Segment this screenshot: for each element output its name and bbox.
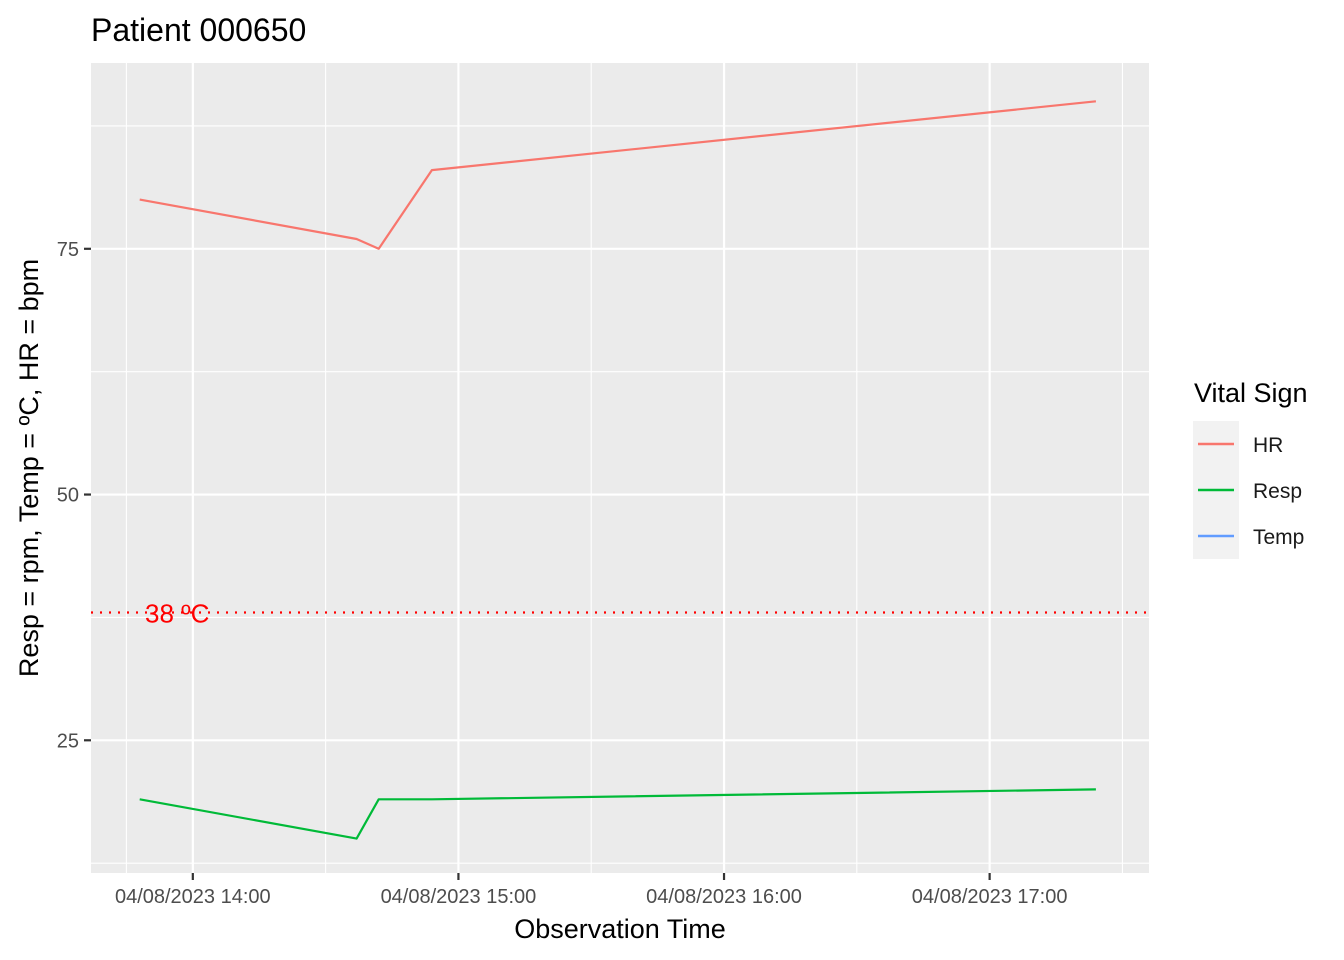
plot-panel xyxy=(91,63,1149,873)
legend: Vital Sign HR Resp Temp xyxy=(1193,378,1308,559)
major-gridlines xyxy=(91,63,1149,873)
x-axis-ticks: 04/08/2023 14:00 04/08/2023 15:00 04/08/20… xyxy=(115,873,1068,908)
reference-line-label: 38 ºC xyxy=(145,599,209,629)
x-axis-title: Observation Time xyxy=(514,914,726,944)
x-tick-label: 04/08/2023 17:00 xyxy=(912,886,1068,908)
data-series xyxy=(139,100,1097,840)
reference-lines: 38 ºC xyxy=(91,599,1149,629)
x-tick-label: 04/08/2023 14:00 xyxy=(115,886,271,908)
legend-label-hr: HR xyxy=(1253,434,1283,457)
x-tick-label: 04/08/2023 16:00 xyxy=(646,886,802,908)
series-line-resp xyxy=(139,788,1096,840)
x-tick-label: 04/08/2023 15:00 xyxy=(381,886,537,908)
y-axis-title: Resp = rpm, Temp = ºC, HR = bpm xyxy=(14,259,44,677)
series-line-hr xyxy=(139,100,1097,250)
y-axis-ticks: 25 50 75 xyxy=(57,239,91,752)
legend-entries: HR Resp Temp xyxy=(1193,421,1304,559)
chart-title: Patient 000650 xyxy=(91,12,306,48)
legend-title: Vital Sign xyxy=(1194,378,1308,408)
y-tick-label: 50 xyxy=(57,485,79,507)
minor-gridlines xyxy=(91,63,1149,873)
legend-label-resp: Resp xyxy=(1253,480,1302,503)
y-tick-label: 25 xyxy=(57,730,79,752)
y-tick-label: 75 xyxy=(57,239,79,261)
legend-label-temp: Temp xyxy=(1253,526,1304,549)
